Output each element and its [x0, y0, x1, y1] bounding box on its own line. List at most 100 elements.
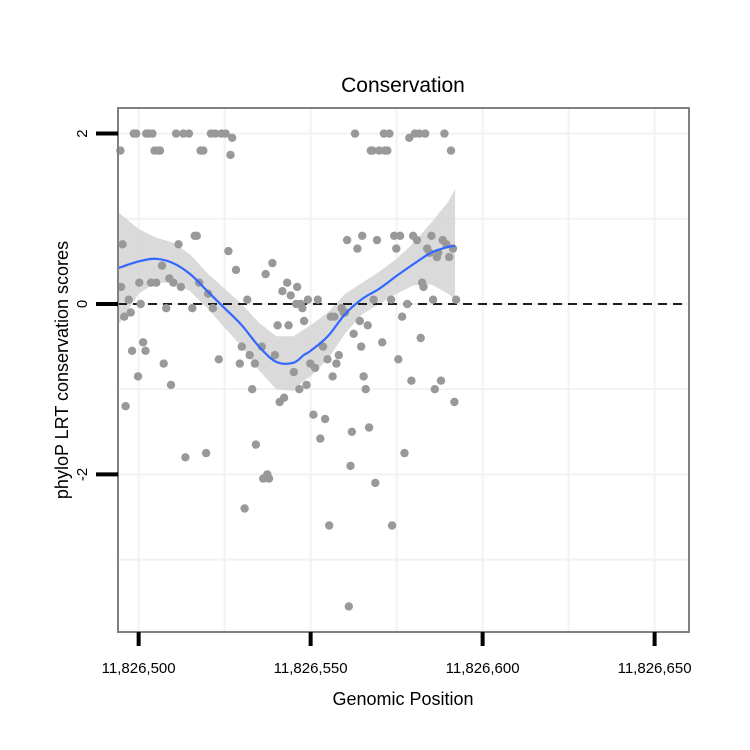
data-point [261, 269, 270, 279]
data-point [243, 295, 252, 304]
data-point [279, 393, 289, 402]
data-point [124, 295, 133, 304]
data-point [359, 372, 368, 381]
data-points [116, 129, 461, 611]
data-point [273, 321, 282, 330]
data-point [176, 282, 186, 292]
data-point [135, 278, 144, 287]
data-point [364, 423, 374, 432]
data-point [251, 440, 261, 449]
data-point [340, 308, 350, 317]
data-point [268, 258, 277, 268]
data-point [313, 295, 322, 304]
data-point [250, 359, 260, 368]
data-point [226, 150, 235, 160]
data-point [318, 342, 328, 351]
data-point [390, 231, 399, 240]
data-point [283, 278, 292, 287]
data-point [355, 316, 364, 326]
plot-panel [118, 108, 689, 632]
data-point [316, 434, 325, 443]
data-point [248, 385, 257, 394]
data-point [350, 129, 360, 138]
data-point [415, 129, 424, 138]
x-tick-label: 11,826,550 [274, 660, 348, 677]
data-point [228, 133, 237, 142]
data-point [353, 244, 362, 253]
data-point [395, 231, 405, 240]
data-point [286, 291, 295, 300]
data-point [303, 295, 313, 304]
data-point [159, 359, 168, 368]
x-tick-label: 11,826,650 [618, 660, 692, 677]
data-point [141, 346, 150, 355]
data-point [394, 355, 403, 364]
data-point [334, 350, 343, 360]
x-axis-label: Genomic Position [332, 689, 473, 709]
data-point [120, 312, 129, 321]
data-point [325, 521, 334, 530]
data-point [342, 235, 352, 245]
data-point [166, 380, 176, 390]
data-point [155, 146, 165, 155]
data-point [237, 342, 246, 351]
data-point [451, 295, 461, 304]
data-point [330, 312, 339, 321]
smooth-fit-line [117, 244, 456, 365]
data-point [387, 521, 397, 530]
x-tick-label: 11,826,500 [102, 660, 176, 677]
data-point [361, 385, 370, 394]
plot-panel-border [117, 107, 690, 633]
data-point [400, 448, 409, 458]
data-point [231, 265, 241, 275]
data-point [211, 129, 220, 138]
data-point [121, 402, 130, 411]
data-point [245, 350, 254, 360]
data-point [235, 359, 244, 368]
data-point [152, 278, 161, 287]
data-point [383, 146, 392, 155]
data-point [174, 240, 183, 249]
data-point [221, 129, 230, 138]
data-point [363, 321, 372, 330]
data-point [403, 299, 412, 309]
data-point [309, 410, 318, 419]
data-point [126, 308, 135, 317]
data-point [430, 385, 439, 394]
data-point [346, 461, 355, 471]
data-point [127, 346, 137, 355]
y-axis-label: phyloP LRT conservation scores [52, 241, 72, 499]
data-point [224, 246, 233, 256]
grid-lines [118, 108, 689, 632]
data-point [270, 350, 280, 360]
data-point [148, 129, 157, 138]
data-point [436, 376, 446, 385]
data-point [289, 367, 298, 377]
y-axis: -2 0 2 [74, 129, 118, 481]
x-axis: 11,826,500 11,826,550 11,826,600 11,826,650 [102, 632, 692, 677]
data-point [416, 333, 425, 343]
chart-title: Conservation [341, 74, 465, 97]
data-point [171, 129, 181, 138]
data-point [446, 146, 456, 155]
y-tick-label: 2 [74, 129, 91, 137]
data-point [192, 231, 201, 240]
data-point [368, 146, 377, 155]
data-point [349, 329, 358, 338]
data-point [295, 385, 304, 394]
data-point [293, 282, 302, 292]
data-point [323, 355, 332, 364]
data-point [284, 321, 293, 330]
data-point [201, 448, 211, 458]
data-point [397, 312, 407, 321]
data-point [358, 231, 367, 240]
data-point [419, 282, 428, 292]
data-point [188, 304, 197, 313]
data-point [427, 231, 436, 240]
data-point [369, 295, 378, 304]
data-point [136, 299, 145, 309]
data-point [347, 427, 357, 436]
data-point [320, 414, 330, 424]
confidence-ribbon [118, 188, 456, 391]
